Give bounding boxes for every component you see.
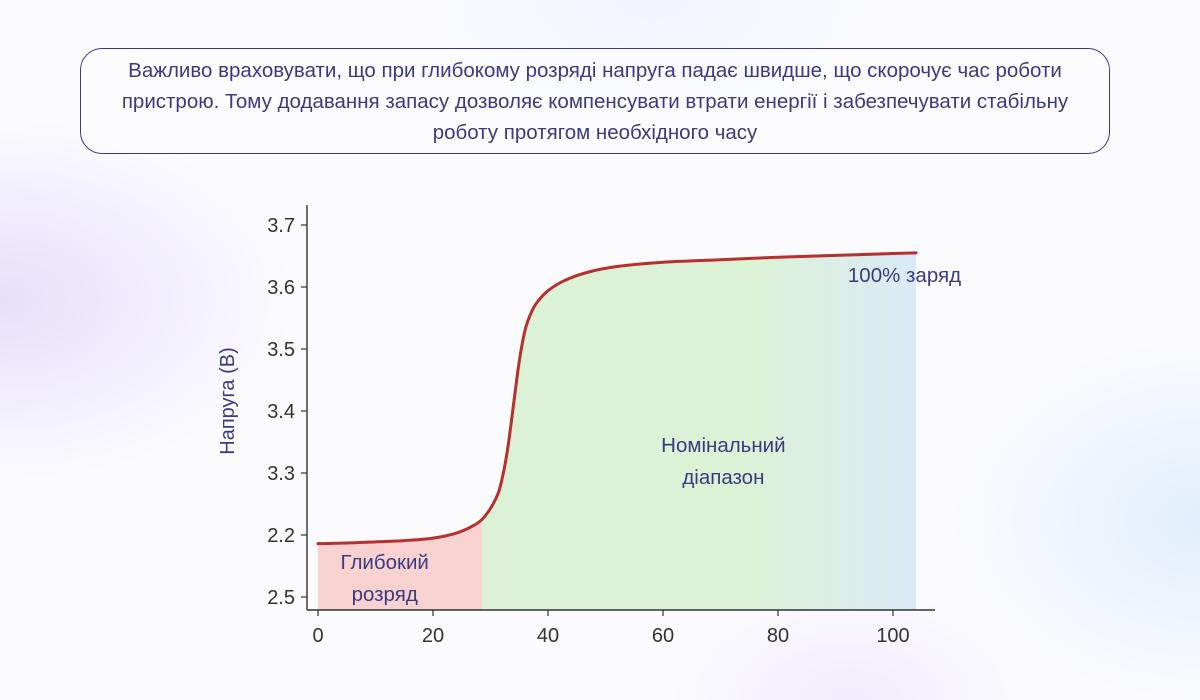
info-callout-text: Важливо враховувати, що при глибокому ро… <box>121 58 1069 144</box>
series-layer <box>316 251 918 546</box>
y-tick-label: 3.4 <box>267 401 295 423</box>
region-nominal-range-label: Номінальний діапазон <box>661 434 785 489</box>
y-tick-label: 2.5 <box>267 587 295 609</box>
y-tick-label: 3.3 <box>267 463 295 485</box>
region-deep-discharge-label-line: розряд <box>352 583 418 606</box>
y-tick-label: 3.5 <box>267 339 295 361</box>
region-nominal-range-label-line: Номінальний <box>661 434 785 457</box>
x-tick-label: 40 <box>537 625 559 647</box>
x-tick-label: 100 <box>876 625 909 647</box>
x-tick-label: 20 <box>422 625 444 647</box>
y-axis-label: Напруга (В) <box>217 347 239 455</box>
full-charge-annotation: 100% заряд <box>848 264 961 287</box>
x-tick-label: 80 <box>767 625 789 647</box>
y-tick-label: 3.6 <box>267 277 295 299</box>
labels-layer: Глибокий розряд Номінальний діапазон 100% за… <box>341 264 962 606</box>
regions-layer <box>318 252 916 610</box>
voltage-curve <box>316 251 918 546</box>
x-tick-label: 0 <box>312 625 323 647</box>
region-nominal-range-label-line: діапазон <box>682 466 764 489</box>
x-tick-label: 60 <box>652 625 674 647</box>
axes-layer: 0 20 40 60 80 100 2.5 2.2 3.3 3.4 3.5 3.6 3.7 Напруга… <box>217 205 935 647</box>
y-tick-label: 3.7 <box>267 215 295 237</box>
region-deep-discharge-label: Глибокий розряд <box>341 551 429 606</box>
region-deep-discharge-label-line: Глибокий <box>341 551 429 574</box>
region-deep-discharge <box>318 518 482 610</box>
region-nominal-range <box>481 252 916 610</box>
y-tick-label: 2.2 <box>267 525 295 547</box>
info-callout: Важливо враховувати, що при глибокому ро… <box>80 48 1110 154</box>
